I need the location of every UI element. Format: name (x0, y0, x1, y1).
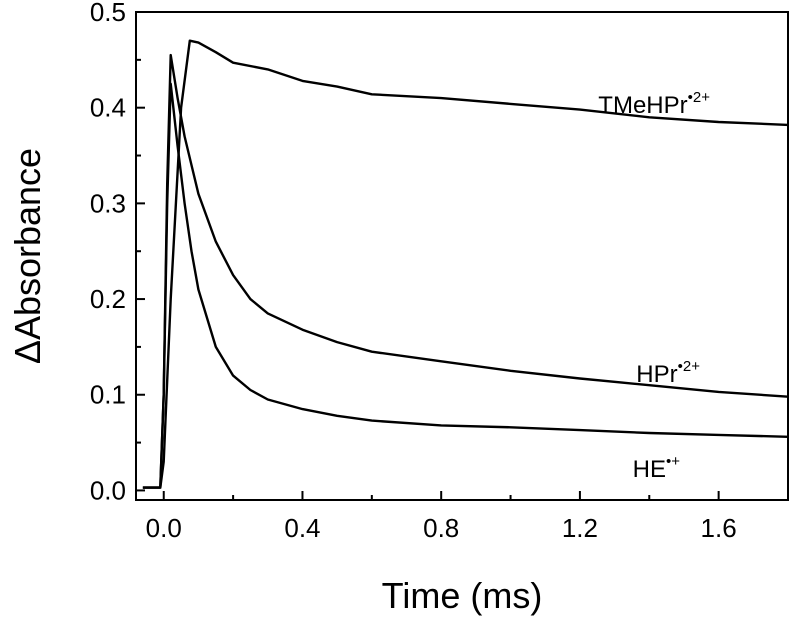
series-label-he: HE•+ (633, 453, 681, 483)
x-tick-label: 0.8 (423, 513, 459, 543)
x-axis: 0.0 0.4 0.8 1.2 1.6 (146, 491, 789, 543)
series-label-hpr: HPr•2+ (636, 358, 700, 388)
x-tick-label: 0.4 (284, 513, 320, 543)
series-labels: TMeHPr•2+ HPr•2+ HE•+ (598, 89, 710, 483)
y-tick-label: 0.0 (90, 475, 126, 505)
y-axis-title: ΔAbsorbance (7, 148, 48, 364)
y-tick-label: 0.4 (90, 93, 126, 123)
data-series (142, 39, 789, 489)
x-tick-label: 1.2 (562, 513, 598, 543)
x-tick-label: 0.0 (146, 513, 182, 543)
y-axis: 0.0 0.1 0.2 0.3 0.4 0.5 (90, 0, 145, 505)
plot-frame (135, 11, 789, 501)
y-tick-label: 0.5 (90, 0, 126, 27)
y-tick-label: 0.3 (90, 188, 126, 218)
series-line-he (142, 82, 789, 489)
series-label-tmehpr: TMeHPr•2+ (598, 89, 710, 119)
x-tick-label: 1.6 (701, 513, 737, 543)
series-line-tmehpr (142, 39, 789, 489)
plot-area-border (135, 11, 789, 501)
y-tick-label: 0.1 (90, 380, 126, 410)
x-axis-title: Time (ms) (382, 575, 543, 616)
y-tick-label: 0.2 (90, 284, 126, 314)
